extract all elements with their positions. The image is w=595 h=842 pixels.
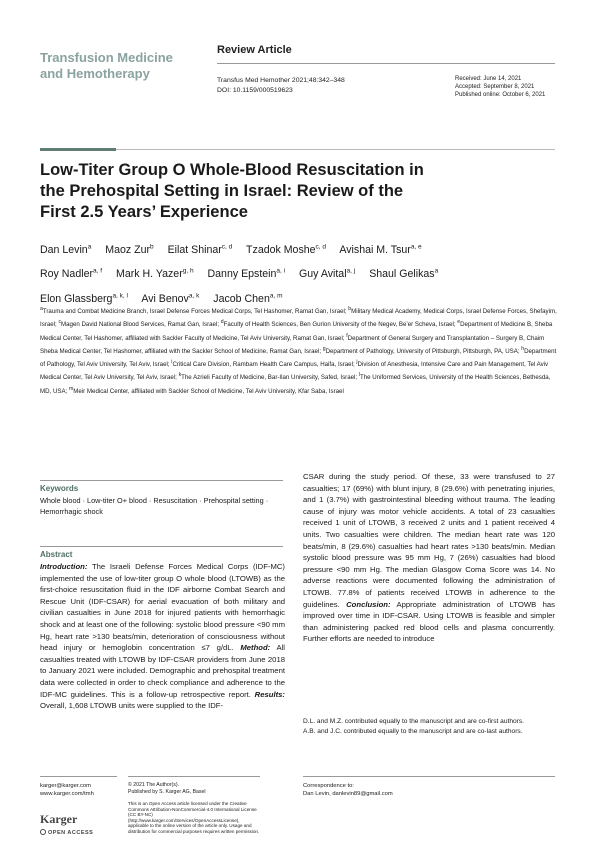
conclusion-text: Appropriate administration of LTOWB has … (303, 599, 555, 644)
publisher-web[interactable]: www.karger.com/tmh (40, 791, 94, 797)
method-text: All casualties treated with LTOWB by IDF… (40, 643, 285, 699)
author[interactable]: Maoz Zurb (105, 243, 154, 256)
author[interactable]: Tzadok Moshec, d (246, 243, 327, 256)
results-text: Overall, 1,608 LTOWB units were supplied… (40, 701, 224, 711)
citation-block: Transfus Med Hemother 2021;48:342–348 DO… (217, 76, 345, 96)
title-accent-bar (40, 148, 116, 151)
author[interactable]: Dan Levina (40, 243, 92, 256)
doi[interactable]: DOI: 10.1159/000519623 (217, 87, 293, 94)
correspondence-text[interactable]: Dan Levin, danlevin89@gmail.com (303, 791, 393, 797)
received-date: Received: June 14, 2021 (455, 76, 522, 82)
article-type: Review Article (217, 44, 292, 56)
footer-rule (303, 776, 555, 777)
accepted-date: Accepted: September 8, 2021 (455, 84, 535, 90)
open-access-badge: OPEN ACCESS (40, 829, 93, 836)
open-access-label: OPEN ACCESS (48, 830, 94, 836)
author[interactable]: Shaul Gelikasa (369, 267, 439, 281)
conclusion-label: Conclusion: (346, 599, 391, 609)
license-text: This is an Open Access article licensed … (128, 801, 260, 834)
footer-rule (128, 776, 260, 777)
copyright-block: © 2021 The Author(s). Published by S. Ka… (128, 782, 260, 796)
abstract-column-2: CSAR during the study period. Of these, … (303, 471, 555, 645)
copyright: © 2021 The Author(s). (128, 782, 180, 788)
author[interactable]: Danny Epsteina, i (207, 267, 286, 281)
published-date: Published online: October 6, 2021 (455, 92, 546, 98)
method-label: Method: (240, 643, 271, 653)
header-rule (217, 63, 555, 64)
keywords-rule (40, 480, 283, 481)
author-list: Dan Levina Maoz Zurb Eilat Shinarc, d Tz… (40, 236, 560, 310)
introduction-text: The Israeli Defense Forces Medical Corps… (40, 562, 285, 653)
correspondence: Correspondence to: Dan Levin, danlevin89… (303, 782, 555, 798)
article-title: Low-Titer Group O Whole-Blood Resuscitat… (40, 160, 555, 223)
affiliations: aTrauma and Combat Medicine Branch, Isra… (40, 306, 557, 395)
open-access-icon (40, 829, 46, 835)
abstract-column-1: Introduction: The Israeli Defense Forces… (40, 561, 285, 712)
contribution-note: A.B. and J.C. contributed equally to the… (303, 728, 523, 735)
journal-name: Transfusion Medicine and Hemotherapy (40, 50, 190, 82)
title-rule (116, 149, 555, 150)
author[interactable]: Avi Benova, k (141, 292, 200, 305)
abstract-rule (40, 546, 283, 547)
author[interactable]: Elon Glassberga, k, l (40, 292, 128, 305)
publisher-contact: karger@karger.com www.karger.com/tmh (40, 782, 94, 798)
dates-block: Received: June 14, 2021 Accepted: Septem… (455, 75, 545, 99)
journal-name-line1: Transfusion Medicine (40, 50, 173, 65)
journal-name-line2: and Hemotherapy (40, 66, 150, 81)
author[interactable]: Roy Nadlera, f (40, 267, 103, 281)
citation: Transfus Med Hemother 2021;48:342–348 (217, 77, 345, 84)
keywords-heading: Keywords (40, 484, 79, 493)
author[interactable]: Mark H. Yazerg, h (116, 267, 194, 281)
results-text-continued: CSAR during the study period. Of these, … (303, 472, 555, 609)
publisher-email[interactable]: karger@karger.com (40, 783, 91, 789)
correspondence-label: Correspondence to: (303, 783, 354, 789)
publisher: Published by S. Karger AG, Basel (128, 789, 206, 796)
author[interactable]: Avishai M. Tsura, e (339, 243, 422, 256)
author[interactable]: Eilat Shinarc, d (167, 243, 233, 256)
contribution-notes: D.L. and M.Z. contributed equally to the… (303, 717, 555, 737)
author[interactable]: Jacob Chena, m (213, 292, 283, 305)
footer-rule (40, 776, 117, 777)
contribution-note: D.L. and M.Z. contributed equally to the… (303, 718, 525, 725)
author[interactable]: Guy Avitala, j (299, 267, 356, 281)
title-line: First 2.5 Years’ Experience (40, 203, 248, 221)
title-line: the Prehospital Setting in Israel: Revie… (40, 182, 404, 200)
introduction-label: Introduction: (40, 562, 88, 571)
keywords-text: Whole blood · Low-titer O+ blood · Resus… (40, 496, 269, 516)
results-label: Results: (254, 689, 285, 699)
abstract-heading: Abstract (40, 550, 73, 559)
karger-logo: Karger (40, 812, 78, 826)
title-line: Low-Titer Group O Whole-Blood Resuscitat… (40, 161, 424, 179)
